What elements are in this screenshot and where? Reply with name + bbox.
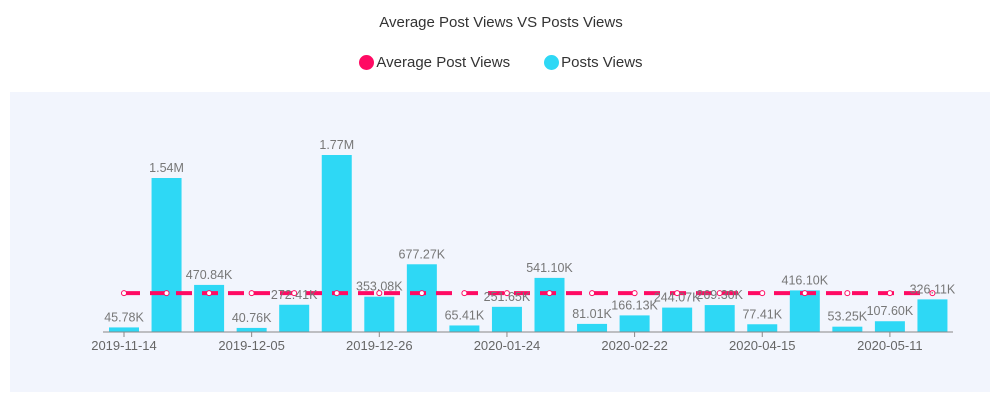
bar-data-label: 677.27K <box>399 247 446 261</box>
bar-data-label: 1.54M <box>149 161 184 175</box>
bar-data-label: 166.13K <box>611 298 658 312</box>
average-point <box>589 290 596 297</box>
bar <box>491 306 522 332</box>
bar-data-label: 40.76K <box>232 311 272 325</box>
bar <box>747 324 778 332</box>
bar-data-label: 65.41K <box>445 308 485 322</box>
legend-item-average[interactable]: Average Post Views <box>359 54 510 71</box>
bar-data-label: 272.41K <box>271 288 318 302</box>
bar-data-label: 326.11K <box>910 282 956 296</box>
bar <box>874 321 905 332</box>
bar <box>704 305 735 332</box>
bar <box>662 307 693 332</box>
bar <box>236 327 267 332</box>
bar-data-label: 416.10K <box>782 273 829 287</box>
average-point <box>844 290 851 297</box>
average-point <box>631 290 638 297</box>
chart-title: Average Post Views VS Posts Views <box>379 14 623 31</box>
average-point <box>163 290 170 297</box>
x-tick-label: 2020-04-15 <box>729 338 796 353</box>
legend-label: Average Post Views <box>376 54 511 71</box>
bar-data-label: 81.01K <box>572 307 612 321</box>
average-point <box>716 290 723 297</box>
average-point <box>503 290 510 297</box>
x-tick-label: 2019-12-26 <box>346 338 413 353</box>
average-point <box>291 290 298 297</box>
bar <box>279 304 310 332</box>
bar-data-label: 77.41K <box>742 307 782 321</box>
average-point <box>886 290 893 297</box>
bar-data-label: 45.78K <box>104 310 144 324</box>
legend-item-posts[interactable]: Posts Views <box>544 54 643 71</box>
average-point <box>759 290 766 297</box>
bar-data-label: 470.84K <box>186 268 233 282</box>
bar-data-label: 244.07K <box>654 291 701 305</box>
average-point <box>376 290 383 297</box>
bar <box>789 290 820 332</box>
average-point <box>248 290 255 297</box>
bar <box>619 315 650 332</box>
legend: Average Post Views Posts Views <box>0 54 1002 71</box>
bar-data-label: 541.10K <box>526 261 573 275</box>
average-point <box>674 290 681 297</box>
bar <box>577 323 608 332</box>
bar <box>109 327 139 332</box>
bar-data-label: 269.30K <box>696 288 743 302</box>
bar-data-label: 107.60K <box>867 304 914 318</box>
legend-marker-icon <box>359 55 375 70</box>
x-tick-label: 2020-02-22 <box>601 338 668 353</box>
average-point <box>121 290 127 297</box>
bar <box>832 326 863 332</box>
x-tick-label: 2019-12-05 <box>218 338 285 353</box>
average-point <box>546 290 553 297</box>
average-point <box>418 290 425 297</box>
bar <box>406 264 437 332</box>
bar-data-label: 1.77M <box>319 138 354 152</box>
bar <box>151 178 182 332</box>
average-point <box>333 290 340 297</box>
legend-label: Posts Views <box>561 54 643 71</box>
x-tick-label: 2019-11-14 <box>91 338 157 353</box>
average-point <box>461 290 468 297</box>
bar-data-label: 251.65K <box>484 290 531 304</box>
average-point <box>929 290 936 297</box>
bar-data-label: 353.08K <box>356 280 403 294</box>
average-point <box>801 290 808 297</box>
bar <box>449 325 480 332</box>
bar <box>534 277 565 332</box>
bar <box>917 299 948 332</box>
bar-data-label: 53.25K <box>828 310 868 324</box>
legend-marker-icon <box>544 55 560 70</box>
x-tick-label: 2020-01-24 <box>474 338 541 353</box>
bar <box>364 296 395 332</box>
average-point <box>206 290 213 297</box>
bar <box>321 155 352 332</box>
x-tick-label: 2020-05-11 <box>857 338 923 353</box>
